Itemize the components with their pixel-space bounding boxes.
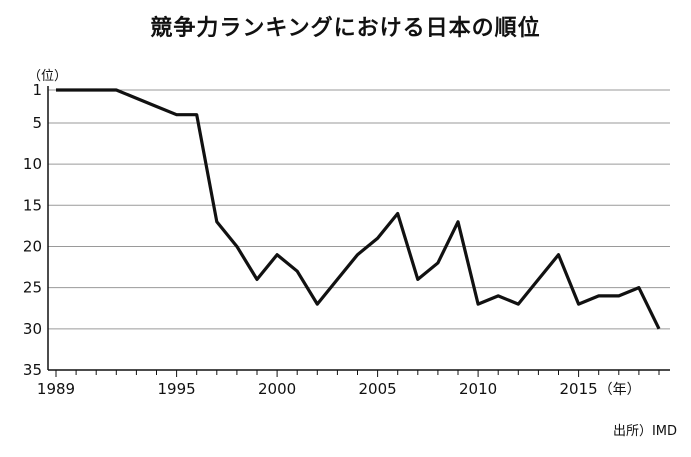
x-unit-label: （年） [599,382,641,398]
y-tick-label: 10 [23,155,42,173]
x-tick-label: 2000 [258,380,296,398]
y-tick-label: 35 [23,361,42,379]
y-tick-label: 5 [32,114,42,132]
y-tick-label: 20 [23,237,42,255]
chart-title: 競争力ランキングにおける日本の順位 [150,16,541,41]
gridlines [48,89,670,371]
x-tick-label: 2005 [359,380,397,398]
axes [47,86,660,377]
y-unit-label: （位） [28,69,67,84]
source-note: 出所）IMD [612,424,677,439]
x-tick-label: 1995 [158,380,196,398]
x-tick-label: 2010 [459,380,497,398]
data-series [56,88,661,330]
series-line-japan-rank [56,88,661,330]
y-tick-label: 15 [23,196,42,214]
y-tick-label: 30 [23,320,42,338]
x-tick-label: 1989 [37,380,75,398]
y-tick-label: 25 [23,279,42,297]
x-tick-label: 2015 [560,380,598,398]
y-tick-label: 1 [32,81,42,99]
